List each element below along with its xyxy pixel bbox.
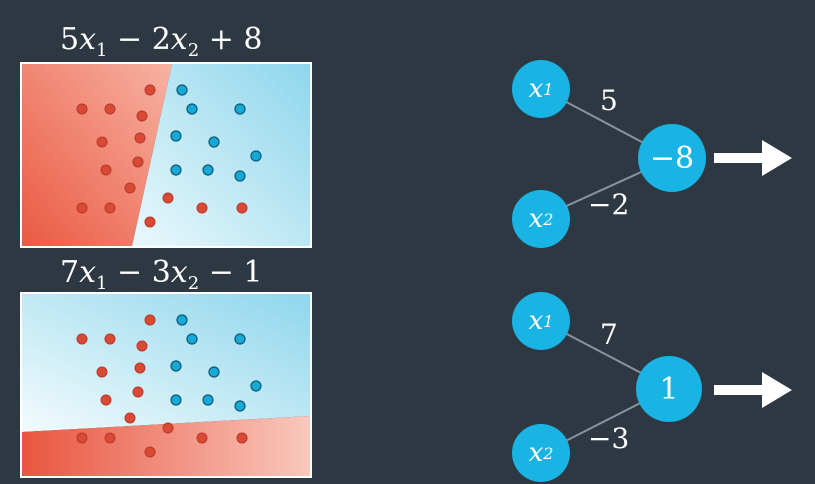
red-data-point [144,84,156,96]
blue-data-point [234,333,246,345]
top-blue-region [132,64,310,246]
bottom-blue-region [22,294,310,432]
blue-data-point [186,333,198,345]
red-data-point [104,202,116,214]
bottom-weight-2: −3 [588,422,630,455]
red-data-point [134,362,146,374]
blue-data-point [176,84,188,96]
top-classification-plot [20,62,312,248]
bottom-output-node: 1 [636,356,702,422]
red-data-point [162,192,174,204]
red-data-point [144,216,156,228]
top-weight-2: −2 [588,188,630,221]
blue-data-point [234,400,246,412]
top-output-node: −8 [638,124,706,192]
red-data-point [76,202,88,214]
bottom-formula: 7x1 − 3x2 − 1 [60,255,263,294]
red-data-point [136,110,148,122]
red-data-point [96,136,108,148]
top-formula: 5x1 − 2x2 + 8 [60,22,263,61]
red-data-point [196,432,208,444]
red-data-point [104,432,116,444]
red-data-point [236,432,248,444]
top-weight-1: 5 [600,84,618,117]
red-data-point [104,333,116,345]
red-data-point [132,386,144,398]
blue-data-point [170,360,182,372]
blue-data-point [202,394,214,406]
red-data-point [236,202,248,214]
red-data-point [136,340,148,352]
red-data-point [124,412,136,424]
red-data-point [104,103,116,115]
red-data-point [132,156,144,168]
red-data-point [134,132,146,144]
red-data-point [100,164,112,176]
red-data-point [144,314,156,326]
right-arrow-icon [714,140,792,176]
red-data-point [96,366,108,378]
bottom-weight-1: 7 [600,318,618,351]
red-data-point [144,446,156,458]
blue-data-point [250,380,262,392]
blue-data-point [208,366,220,378]
red-data-point [100,394,112,406]
red-data-point [196,202,208,214]
red-data-point [76,333,88,345]
red-data-point [76,432,88,444]
blue-data-point [208,136,220,148]
red-data-point [124,182,136,194]
blue-data-point [170,394,182,406]
bottom-classification-plot [20,292,312,478]
blue-data-point [202,164,214,176]
blue-data-point [170,130,182,142]
red-data-point [76,103,88,115]
right-arrow-icon [714,372,792,408]
bottom-red-region [22,416,310,476]
blue-data-point [234,170,246,182]
blue-data-point [186,103,198,115]
blue-data-point [176,314,188,326]
red-data-point [162,422,174,434]
blue-data-point [250,150,262,162]
blue-data-point [234,103,246,115]
blue-data-point [170,164,182,176]
top-red-region [22,64,172,246]
